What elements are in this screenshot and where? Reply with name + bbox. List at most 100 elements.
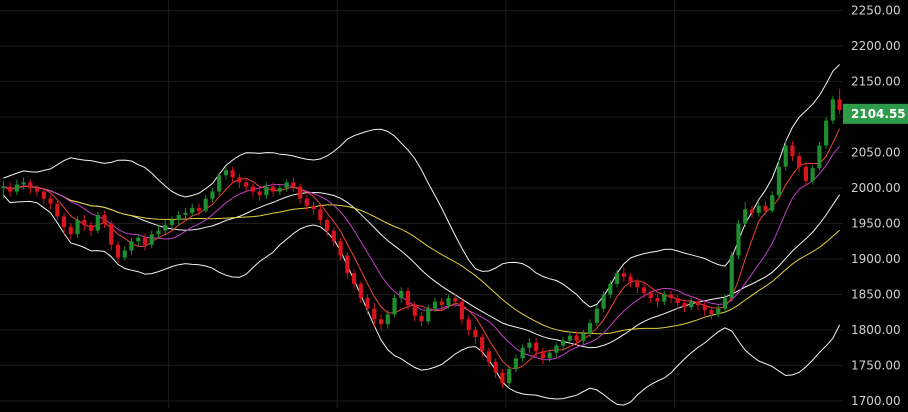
candle-body (432, 301, 438, 309)
candle-body (169, 219, 175, 225)
last-price-label: 2104.55 (851, 107, 906, 121)
price-axis: 2250.002200.002150.002100.002050.002000.… (851, 4, 901, 408)
ma-slow-line (3, 185, 840, 335)
candle-body (412, 305, 417, 316)
candle-body (466, 319, 471, 330)
candle-body (210, 191, 215, 199)
candle-body (513, 358, 519, 369)
candle-body (21, 182, 26, 185)
candle-body (453, 298, 458, 302)
candle-body (554, 345, 559, 353)
last-price-tag: 2104.55 (843, 103, 908, 124)
candle-body (277, 188, 282, 192)
y-tick-label: 1950.00 (851, 217, 901, 231)
candle-body (722, 298, 728, 309)
candle-body (608, 283, 613, 295)
candle-body (163, 224, 168, 231)
candle-body (68, 227, 73, 235)
candle-body (695, 301, 701, 306)
candle-body (190, 207, 195, 213)
candle-body (507, 368, 512, 384)
candle-body (271, 186, 276, 192)
candle-body (122, 250, 127, 258)
candle-body (716, 308, 721, 315)
y-tick-label: 1750.00 (851, 358, 901, 372)
candle-body (385, 314, 390, 325)
candle-body (534, 342, 539, 352)
candle-body (311, 205, 316, 210)
candle-body (419, 315, 424, 322)
candle-body (797, 156, 802, 167)
candle-body (250, 186, 255, 192)
candle-body (655, 298, 660, 302)
candle-body (399, 290, 404, 299)
candle-body (628, 276, 633, 282)
candle-body (520, 347, 525, 359)
candle-body (351, 273, 357, 284)
candle-body (358, 283, 363, 299)
candle-body (257, 191, 262, 196)
candle-body (567, 335, 572, 341)
candle-body (264, 186, 269, 196)
candle-body (183, 212, 188, 215)
gridlines (0, 0, 843, 408)
candle-body (594, 308, 599, 323)
candle-body (540, 351, 545, 359)
y-tick-label: 2150.00 (851, 75, 901, 89)
candle-body (743, 209, 748, 224)
candle-body (405, 290, 411, 306)
candle-body (702, 305, 707, 311)
candle-body (203, 198, 208, 211)
candles (1, 88, 842, 389)
candle-body (136, 237, 141, 242)
candle-body (547, 352, 552, 359)
candle-body (817, 145, 822, 169)
candle-body (95, 214, 100, 231)
candle-body (378, 319, 384, 325)
candle-body (324, 219, 330, 231)
candle-body (473, 329, 478, 338)
candle-body (142, 237, 148, 245)
bollinger-upper-line (3, 64, 840, 308)
y-tick-label: 1700.00 (851, 394, 901, 408)
candle-body (244, 182, 249, 187)
candle-body (1, 186, 6, 189)
candle-body (709, 310, 714, 315)
candle-body (129, 241, 134, 251)
candle-body (668, 294, 674, 299)
candle-body (648, 293, 653, 299)
candle-body (35, 188, 40, 192)
candle-body (682, 302, 687, 308)
candle-body (776, 166, 782, 196)
candle-body (223, 170, 229, 176)
candle-body (662, 294, 667, 302)
y-tick-label: 1900.00 (851, 252, 901, 266)
candle-body (176, 214, 181, 220)
candle-body (439, 301, 444, 306)
candle-body (486, 351, 492, 362)
candle-body (763, 205, 768, 211)
candle-body (810, 168, 815, 181)
candle-body (48, 198, 53, 204)
candle-body (601, 294, 606, 309)
candle-body (581, 333, 586, 341)
candle-body (196, 207, 202, 211)
candle-body (372, 308, 377, 320)
candle-body (102, 214, 107, 224)
candle-body (480, 337, 485, 352)
indicator-lines (3, 64, 841, 406)
candle-body (284, 182, 289, 189)
candle-body (426, 308, 431, 322)
bollinger-lower-line (3, 194, 841, 406)
candle-body (298, 186, 303, 199)
candle-body (88, 224, 94, 231)
y-tick-label: 2050.00 (851, 146, 901, 160)
candle-body (156, 230, 161, 235)
y-tick-label: 2200.00 (851, 39, 901, 53)
candle-body (837, 99, 842, 110)
last-price-badge (843, 103, 908, 124)
candle-body (230, 170, 235, 178)
candle-body (588, 322, 593, 334)
